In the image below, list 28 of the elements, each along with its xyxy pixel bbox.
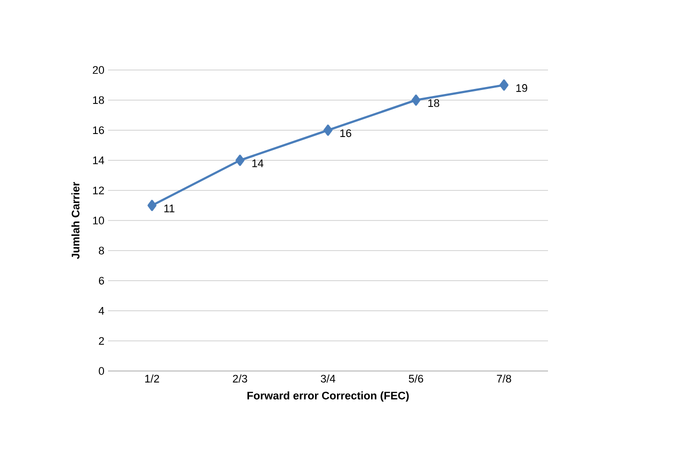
x-tick-label: 7/8 — [496, 374, 512, 383]
data-label: 11 — [164, 204, 174, 212]
y-tick-label: 14 — [93, 156, 104, 164]
y-tick-label: 20 — [92, 66, 104, 74]
x-tick-label: 5/6 — [408, 374, 424, 383]
point — [236, 154, 244, 166]
y-tick-label: 16 — [93, 126, 104, 134]
y-tick-label: 2 — [98, 337, 104, 345]
y-tick-label: 4 — [98, 307, 104, 315]
point — [148, 200, 156, 212]
y-tick-label: 18 — [93, 96, 104, 104]
x-axis-title: Forward error Correction (FEC) — [247, 391, 409, 402]
y-tick-label: 10 — [93, 216, 104, 224]
y-tick-label: 0 — [98, 367, 104, 375]
y-tick-label: 12 — [93, 186, 104, 194]
data-label: 19 — [516, 84, 528, 92]
x-tick-label: 3/4 — [320, 374, 336, 383]
point — [500, 79, 508, 91]
data-label: 14 — [252, 160, 264, 168]
x-tick-label: 2/3 — [232, 374, 248, 383]
point — [324, 124, 332, 136]
y-axis-title: Jumlah Carrier — [71, 182, 80, 260]
y-tick-label: 6 — [98, 276, 104, 285]
point — [412, 94, 420, 106]
data-label: 16 — [340, 129, 352, 138]
y-tick-label: 8 — [98, 246, 104, 254]
x-tick-label: 1/2 — [145, 374, 160, 383]
data-label: 18 — [428, 99, 440, 107]
